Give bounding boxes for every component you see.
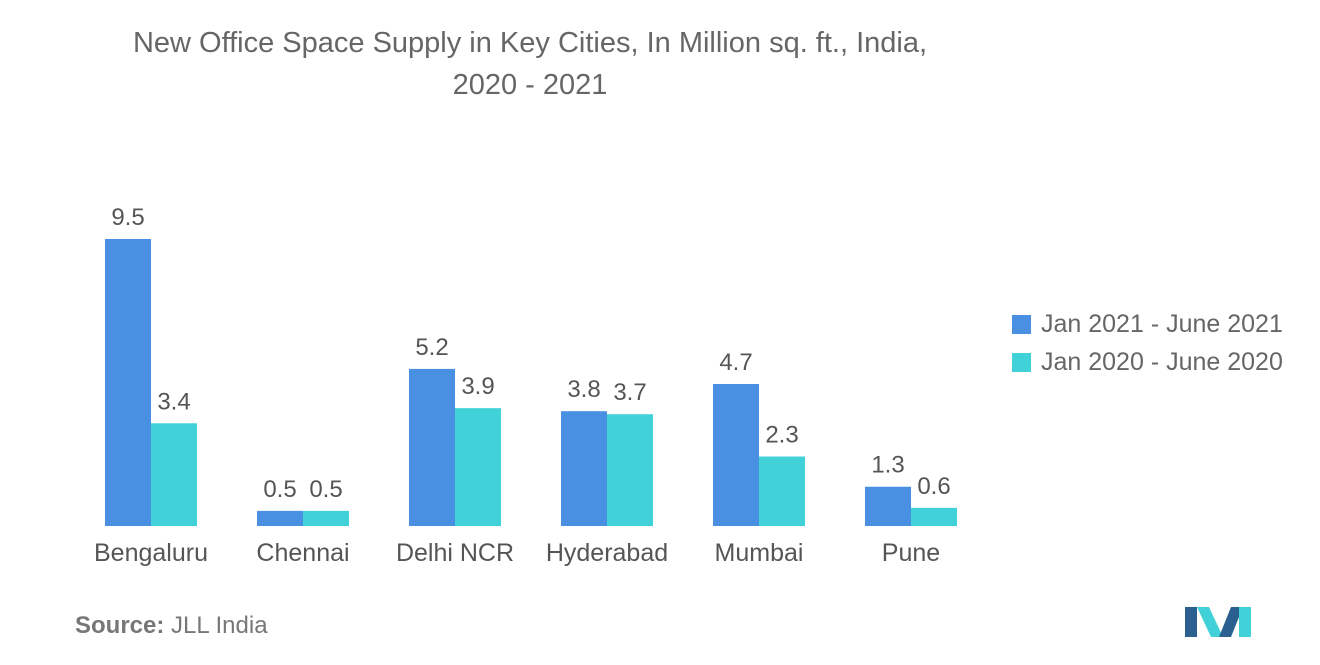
legend-swatch-series-1 [1012,314,1031,334]
bar-pune-series-2 [911,507,957,526]
x-tick-label-delhi-ncr: Delhi NCR [396,539,514,567]
x-tick-label-mumbai: Mumbai [715,539,804,567]
data-label-pune-series-1: 1.3 [871,452,904,479]
legend-label-series-2: Jan 2020 - June 2020 [1041,347,1283,376]
chart-title-line-1: New Office Space Supply in Key Cities, I… [132,27,928,59]
bar-hyderabad-series-1 [561,411,607,526]
legend: Jan 2021 - June 2021 Jan 2020 - June 202… [1012,305,1283,381]
data-label-bengaluru-series-1: 9.5 [111,204,144,231]
chart-title: New Office Space Supply in Key Cities, I… [60,22,1000,106]
mordor-intelligence-logo-icon [1185,607,1251,637]
data-label-hyderabad-series-2: 3.7 [613,379,646,406]
x-tick-label-pune: Pune [882,539,940,567]
source-text: JLL India [171,612,268,639]
x-tick-label-bengaluru: Bengaluru [94,539,208,567]
bar-chennai-series-2 [303,510,349,526]
x-tick-label-chennai: Chennai [256,539,349,567]
bar-delhi-ncr-series-2 [455,408,501,526]
bar-bengaluru-series-2 [151,423,197,526]
bar-bengaluru-series-1 [105,239,151,526]
legend-item-series-1: Jan 2021 - June 2021 [1012,305,1283,343]
legend-item-series-2: Jan 2020 - June 2020 [1012,343,1283,381]
bar-mumbai-series-2 [759,456,805,526]
data-label-pune-series-2: 0.6 [917,473,950,500]
data-label-mumbai-series-1: 4.7 [719,349,752,376]
source-note: Source: JLL India [75,612,268,640]
bar-mumbai-series-1 [713,384,759,526]
x-tick-label-hyderabad: Hyderabad [546,539,668,567]
data-label-mumbai-series-2: 2.3 [765,422,798,449]
legend-swatch-series-2 [1012,352,1031,372]
source-prefix: Source: [75,612,165,639]
data-label-bengaluru-series-2: 3.4 [157,388,190,415]
bar-chennai-series-1 [257,510,303,526]
data-label-chennai-series-2: 0.5 [309,476,342,503]
bar-chart: 9.5 3.4 Bengaluru 0.5 0.5 Chennai 5.2 3.9 Delhi … [94,204,957,567]
bar-delhi-ncr-series-1 [409,368,455,526]
data-label-delhi-ncr-series-2: 3.9 [461,373,494,400]
legend-label-series-1: Jan 2021 - June 2021 [1041,309,1283,338]
data-label-delhi-ncr-series-1: 5.2 [415,334,448,361]
bar-hyderabad-series-2 [607,414,653,526]
data-label-chennai-series-1: 0.5 [263,476,296,503]
chart-title-line-2: 2020 - 2021 [452,69,608,101]
data-label-hyderabad-series-1: 3.8 [567,376,600,403]
bar-pune-series-1 [865,486,911,526]
